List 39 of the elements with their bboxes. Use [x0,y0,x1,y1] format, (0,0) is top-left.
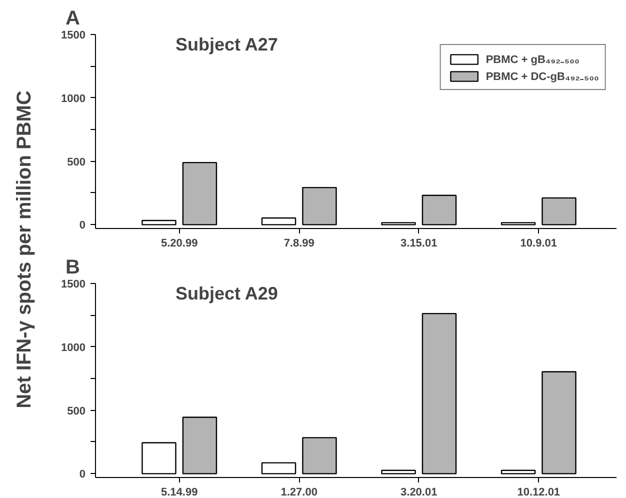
bar [422,194,457,226]
y-axis-title: Net IFN-γ spots per million PBMC [14,90,36,408]
annotation: Subject A27 [176,34,278,54]
legend-label: PBMC + gB₄₉₂₋₅₀₀ [486,53,580,66]
x-tick-label: 3.15.01 [400,238,438,250]
bar [142,442,176,474]
annotation: Subject A29 [176,284,278,304]
legend-label: PBMC + DC-gB₄₉₂₋₅₀₀ [486,70,599,83]
y-tick-label: 1000 [61,92,86,105]
bar [542,197,576,226]
x-tick-label: 3.20.01 [400,486,438,498]
bar [182,162,218,226]
bar [381,470,416,474]
bar [261,462,296,474]
x-tick-label: 7.8.99 [284,238,314,250]
bar [381,222,416,226]
bar [422,312,457,474]
y-tick-label: 1500 [61,278,86,290]
y-tick-label: 500 [67,156,86,168]
y-tick-label: 500 [67,405,86,418]
y-tick-label: 1500 [61,30,86,42]
bar [542,371,576,474]
chart-title: A [66,8,80,30]
x-tick-label: 1.27.00 [280,486,318,498]
y-tick-label: 0 [79,468,86,481]
bar [182,416,218,474]
y-tick-label: 1000 [61,342,86,354]
bar [302,437,337,474]
y-tick-label: 0 [79,220,86,232]
x-tick-label: 5.14.99 [160,486,198,498]
bar [500,222,536,226]
x-tick-label: 5.20.99 [160,238,198,250]
bar [302,186,337,226]
bar [500,470,536,474]
x-tick-label: 10.9.01 [520,238,557,250]
x-tick-label: 10.12.01 [517,486,560,498]
bar [142,220,176,226]
bar [261,217,296,226]
chart-title: B [66,256,80,278]
